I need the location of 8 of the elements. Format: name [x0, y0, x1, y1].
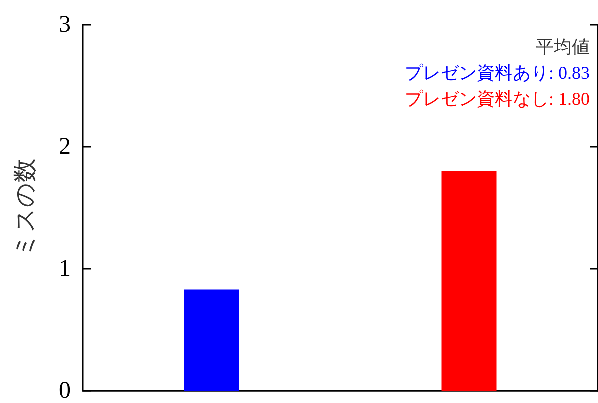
y-tick-label: 3: [59, 12, 71, 38]
text: プレゼン資料あり: 0.83: [405, 63, 590, 83]
annotation: 平均値: [536, 37, 590, 57]
y-tick-label: 1: [59, 256, 71, 282]
text: プレゼン資料なし: 1.80: [405, 89, 590, 109]
y-tick-label: 0: [59, 378, 71, 403]
y-axis-title: ミスの数: [13, 158, 39, 258]
y-tick-label: 2: [59, 134, 71, 160]
